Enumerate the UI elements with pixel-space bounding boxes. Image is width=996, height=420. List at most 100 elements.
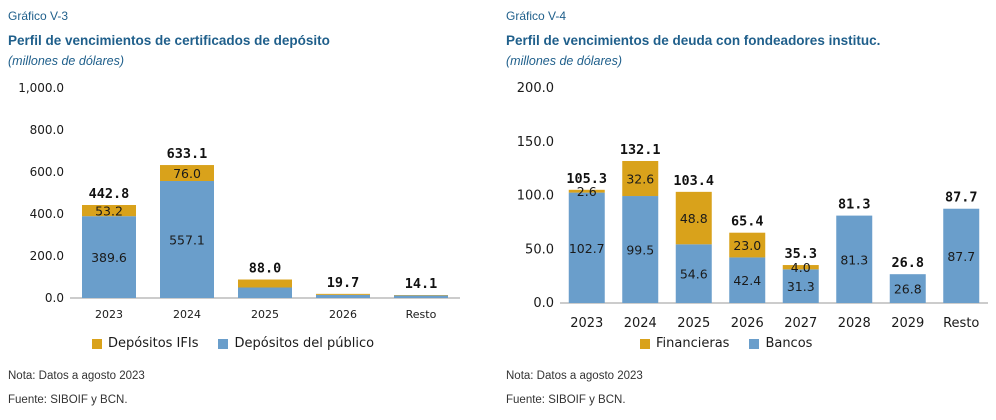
legend-item: Depósitos del público [218, 336, 374, 351]
y-tick-label: 100.0 [517, 189, 554, 204]
bar-segment [889, 274, 926, 303]
y-tick-label: 50.0 [525, 242, 554, 257]
legend-label: Financieras [656, 336, 730, 351]
total-label: 103.4 [673, 173, 714, 189]
legend-item: Financieras [640, 336, 729, 351]
x-tick-label: Resto [943, 316, 979, 331]
bar-segment [160, 181, 214, 298]
data-label: 389.6 [91, 250, 127, 265]
bar-segment [675, 244, 712, 303]
total-label: 132.1 [620, 142, 661, 158]
x-tick-label: 2023 [570, 316, 603, 331]
total-label: 88.0 [249, 261, 282, 277]
data-label: 23.0 [733, 238, 761, 253]
x-tick-label: 2025 [251, 308, 279, 321]
chart-title: Perfil de vencimientos de certificados d… [8, 33, 330, 48]
data-label: 53.2 [95, 204, 123, 219]
x-tick-label: 2029 [891, 316, 924, 331]
x-tick-label: 2024 [624, 316, 657, 331]
y-tick-label: 400.0 [30, 207, 64, 221]
total-label: 26.8 [891, 255, 924, 271]
legend-item: Depósitos IFIs [92, 336, 198, 351]
bar-segment [675, 191, 712, 245]
legend-swatch [92, 338, 102, 349]
data-label: 102.7 [569, 241, 605, 256]
x-tick-label: 2028 [838, 316, 871, 331]
chart-legend: Depósitos IFIs Depósitos del público [92, 336, 394, 351]
deposit-maturity-chart: 0.0 200.0 400.0 600.0 800.0 1,000.0 389.6 53.2 4… [18, 81, 460, 321]
bar-segment [160, 165, 214, 182]
legend-swatch [218, 338, 229, 349]
bar-segment [836, 215, 873, 303]
x-tick-label: 2027 [784, 316, 817, 331]
chart-source: Fuente: SIBOIF y BCN. [8, 394, 128, 406]
x-tick-label: 2026 [329, 308, 357, 321]
data-label: 2.6 [577, 184, 597, 199]
bar-segment [82, 216, 136, 298]
total-label: 14.1 [405, 276, 438, 292]
y-tick-label: 200.0 [30, 249, 64, 263]
bar-segment [568, 192, 605, 303]
data-label: 81.3 [840, 252, 868, 267]
legend-item: Bancos [749, 336, 812, 351]
legend-swatch [640, 338, 650, 349]
y-tick-label: 0.0 [45, 291, 64, 305]
figure-label: Gráfico V-4 [506, 9, 567, 23]
figure-label: Gráfico V-3 [8, 9, 69, 23]
legend-label: Depósitos del público [234, 336, 375, 351]
bar-segment [729, 257, 766, 303]
bar-segment [316, 294, 370, 298]
y-tick-label: 0.0 [533, 296, 554, 311]
total-label: 633.1 [167, 146, 208, 162]
chart-source: Fuente: SIBOIF y BCN. [506, 394, 626, 406]
x-tick-label: 2026 [731, 316, 764, 331]
data-label: 32.6 [626, 172, 654, 187]
x-tick-label: 2025 [677, 316, 710, 331]
total-label: 35.3 [784, 246, 817, 262]
chart-panel-right: Gráfico V-4 Perfil de vencimientos de de… [498, 0, 996, 420]
total-label: 442.8 [89, 186, 130, 202]
data-label: 48.8 [680, 211, 708, 226]
chart-note: Nota: Datos a agosto 2023 [8, 370, 145, 382]
chart-note: Nota: Datos a agosto 2023 [506, 370, 643, 382]
data-label: 31.3 [787, 279, 815, 294]
data-label: 42.4 [733, 273, 761, 288]
data-label: 557.1 [169, 233, 205, 248]
chart-title: Perfil de vencimientos de deuda con fond… [506, 33, 881, 48]
data-label: 87.7 [947, 249, 975, 264]
bar-segment [82, 205, 136, 217]
bar-segment [729, 232, 766, 258]
data-label: 54.6 [680, 267, 708, 282]
chart-unit: (millones de dólares) [8, 54, 125, 68]
data-label: 4.0 [791, 260, 811, 275]
data-label: 99.5 [626, 243, 654, 258]
y-tick-label: 1,000.0 [18, 81, 64, 95]
bar-segment [238, 287, 292, 298]
bar-segment [943, 208, 980, 303]
legend-swatch [749, 338, 760, 349]
bar-segment [316, 293, 370, 295]
total-label: 19.7 [327, 275, 360, 291]
chart-panel-left: Gráfico V-3 Perfil de vencimientos de ce… [8, 9, 460, 406]
x-tick-label: Resto [406, 308, 437, 321]
data-label: 26.8 [894, 282, 922, 297]
bar-segment [238, 279, 292, 288]
y-tick-label: 150.0 [517, 135, 554, 150]
total-label: 87.7 [945, 190, 978, 206]
bar-segment [622, 160, 659, 197]
legend-label: Depósitos IFIs [108, 336, 199, 351]
total-label: 65.4 [731, 214, 764, 230]
total-label: 105.3 [566, 171, 607, 187]
bar-segment [568, 189, 605, 193]
bar-segment [622, 196, 659, 303]
x-tick-label: 2023 [95, 308, 123, 321]
data-label: 76.0 [173, 166, 201, 181]
legend-label: Bancos [765, 336, 813, 351]
chart-unit: (millones de dólares) [506, 54, 623, 68]
bar-segment [782, 265, 819, 270]
y-tick-label: 600.0 [30, 165, 64, 179]
x-tick-label: 2024 [173, 308, 201, 321]
chart-legend: Financieras Bancos [640, 336, 832, 351]
y-tick-label: 800.0 [30, 123, 64, 137]
y-tick-label: 200.0 [517, 81, 554, 96]
